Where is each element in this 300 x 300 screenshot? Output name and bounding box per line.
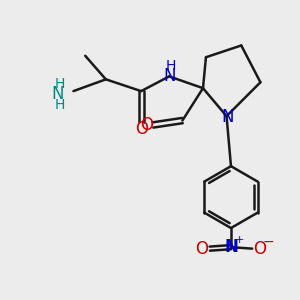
Text: O: O (195, 240, 208, 258)
Text: +: + (235, 235, 244, 245)
Text: N: N (221, 108, 233, 126)
Text: H: H (165, 59, 176, 73)
Text: O: O (135, 119, 148, 137)
Text: N: N (51, 85, 64, 103)
Text: H: H (55, 98, 65, 112)
Text: O: O (254, 240, 267, 258)
Text: H: H (55, 77, 65, 91)
Text: N: N (164, 68, 176, 85)
Text: −: − (262, 235, 274, 249)
Text: O: O (140, 116, 153, 134)
Text: N: N (225, 238, 238, 256)
